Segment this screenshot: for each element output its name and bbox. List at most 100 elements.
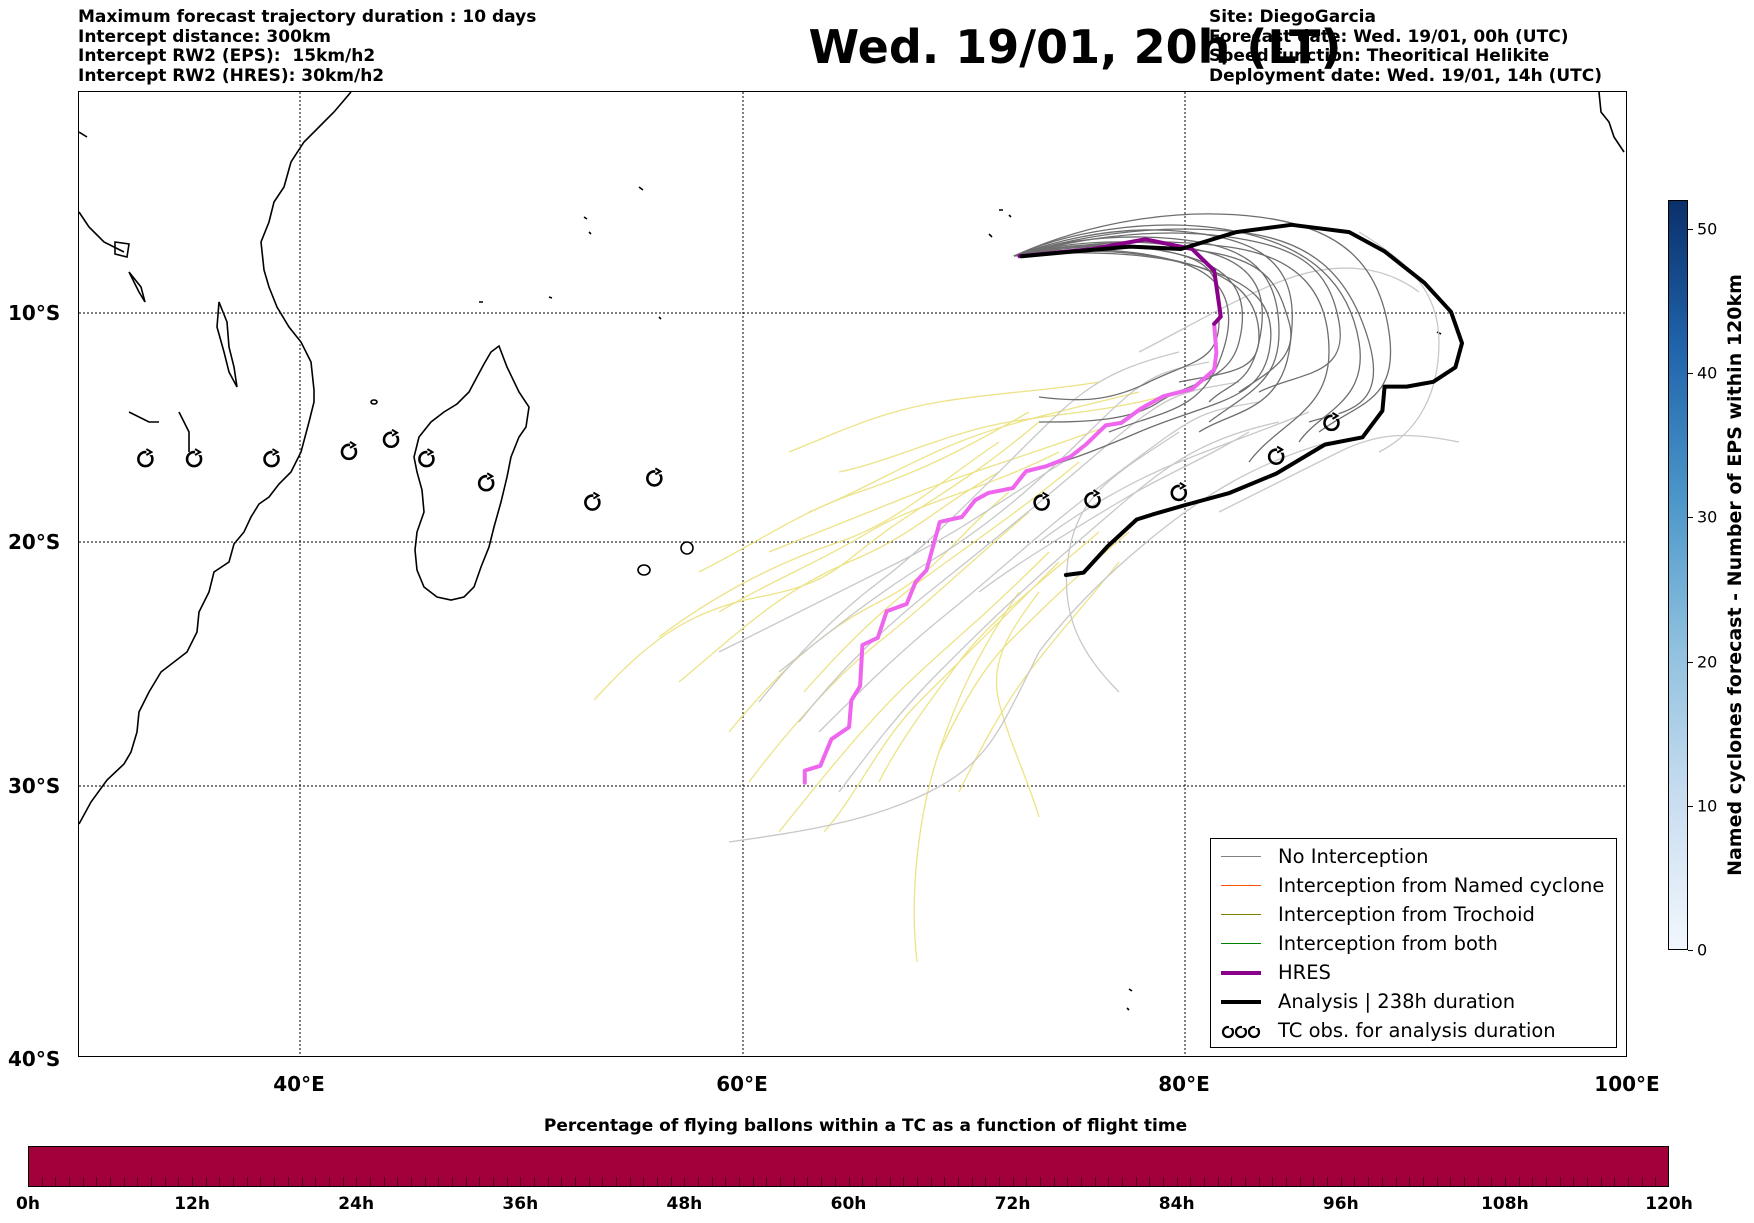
lat-label-10s: 10°S (8, 301, 61, 325)
flight-time-minor-tick (698, 1177, 700, 1186)
flight-time-minor-tick (862, 1177, 864, 1186)
africa-coastline (79, 92, 352, 825)
eps-trajectories-yellow (593, 381, 1180, 963)
trajectory-map (79, 92, 1626, 1056)
colorbar-tick-mark (1688, 373, 1693, 375)
lake-tanganyika (128, 271, 146, 303)
flight-time-minor-tick (547, 1177, 549, 1186)
header-info-left: Maximum forecast trajectory duration : 1… (78, 7, 536, 86)
flight-time-tick-label: 48h (666, 1194, 703, 1214)
flight-time-minor-tick (1518, 1177, 1520, 1186)
flight-time-minor-tick (1012, 1177, 1014, 1186)
flight-time-minor-tick (1477, 1177, 1479, 1186)
flight-time-minor-tick (1286, 1177, 1288, 1186)
header-right-line: Site: DiegoGarcia (1209, 7, 1376, 27)
flight-time-minor-tick (657, 1177, 659, 1186)
colorbar-tick-mark (1688, 228, 1693, 230)
flight-time-minor-tick (1108, 1177, 1110, 1186)
lake-malawi (216, 301, 238, 388)
reunion-island (637, 564, 651, 576)
lat-label-40s: 40°S (8, 1047, 61, 1071)
flight-time-minor-tick (1559, 1177, 1561, 1186)
flight-time-minor-tick (287, 1177, 289, 1186)
cyclone-symbol-icon (1221, 1023, 1261, 1038)
flight-time-colorbar-title: Percentage of flying ballons within a TC… (543, 1116, 1188, 1136)
lon-label-80e: 80°E (1158, 1072, 1210, 1096)
eps-count-colorbar-label: Named cyclones forecast - Number of EPS … (1724, 274, 1746, 876)
flight-time-minor-tick (1053, 1177, 1055, 1186)
east-africa-details (79, 131, 190, 452)
flight-time-minor-tick (916, 1177, 918, 1186)
flight-time-minor-tick (1217, 1177, 1219, 1186)
legend-item-named-cyclone: Interception from Named cyclone (1221, 871, 1604, 900)
colorbar-tick-label: 50 (1697, 219, 1718, 239)
legend-swatch (1221, 999, 1261, 1004)
header-left-line: Intercept RW2 (HRES): 30km/h2 (78, 65, 385, 86)
flight-time-minor-tick (520, 1177, 522, 1186)
flight-time-minor-tick (766, 1177, 768, 1186)
analysis-track-group (1019, 222, 1464, 577)
flight-time-minor-tick (82, 1177, 84, 1186)
flight-time-minor-tick (1491, 1177, 1493, 1186)
flight-time-minor-tick (1204, 1177, 1206, 1186)
flight-time-minor-tick (1450, 1177, 1452, 1186)
flight-time-minor-tick (315, 1177, 317, 1186)
flight-time-minor-tick (1272, 1177, 1274, 1186)
map-legend: No Interception Interception from Named … (1210, 838, 1617, 1048)
header-right-line: Deployment date: Wed. 19/01, 14h (UTC) (1209, 65, 1603, 86)
legend-item-trochoid: Interception from Trochoid (1221, 900, 1535, 929)
legend-label: HRES (1278, 961, 1331, 984)
flight-time-minor-tick (1409, 1177, 1411, 1186)
lat-label-20s: 20°S (8, 530, 61, 554)
cyclone-symbol-icon (340, 440, 358, 461)
eps-trajectories-lightgray (718, 231, 1460, 843)
flight-time-minor-tick (110, 1177, 112, 1186)
flight-time-minor-tick (848, 1177, 850, 1186)
cyclone-symbol-icon (477, 472, 495, 492)
sumatra-coast (1598, 92, 1625, 153)
cyclone-symbol-icon (418, 448, 435, 468)
comoros-island (370, 399, 378, 405)
flight-time-minor-tick (1094, 1177, 1096, 1186)
flight-time-minor-tick (1067, 1177, 1069, 1186)
legend-swatch (1221, 885, 1261, 886)
flight-time-minor-tick (793, 1177, 795, 1186)
flight-time-minor-tick (616, 1177, 618, 1186)
flight-time-minor-tick (69, 1177, 71, 1186)
flight-time-minor-tick (752, 1177, 754, 1186)
flight-time-minor-tick (930, 1177, 932, 1186)
colorbar-tick-mark (1688, 517, 1693, 519)
flight-time-minor-tick (533, 1177, 535, 1186)
legend-label: Interception from Trochoid (1278, 903, 1535, 926)
flight-time-tick-label: 72h (994, 1194, 1031, 1214)
flight-time-minor-tick (451, 1177, 453, 1186)
chagos-islands (988, 209, 1012, 238)
flight-time-minor-tick (889, 1177, 891, 1186)
flight-time-tick-label: 36h (502, 1194, 539, 1214)
flight-time-tick-label: 96h (1322, 1194, 1359, 1214)
flight-time-minor-tick (164, 1177, 166, 1186)
cyclone-symbol-icon (137, 448, 154, 468)
header-right-line: Forecast date: Wed. 19/01, 00h (UTC) (1209, 26, 1569, 47)
flight-time-minor-tick (739, 1177, 741, 1186)
amsterdam-island (1126, 988, 1133, 1011)
legend-item-hres: HRES (1221, 958, 1331, 987)
flight-time-minor-tick (219, 1177, 221, 1186)
legend-item-analysis: Analysis | 238h duration (1221, 987, 1515, 1016)
flight-time-minor-tick (1340, 1177, 1342, 1186)
flight-time-minor-tick (1026, 1177, 1028, 1186)
flight-time-tick-label: 24h (338, 1194, 375, 1214)
flight-time-minor-tick (643, 1177, 645, 1186)
flight-time-minor-tick (1395, 1177, 1397, 1186)
flight-time-minor-tick (410, 1177, 412, 1186)
colorbar-tick-label: 0 (1697, 940, 1708, 960)
flight-time-tick-label: 60h (830, 1194, 867, 1214)
flight-time-tick-label: 120h (1645, 1194, 1693, 1214)
map-title: Wed. 19/01, 20h (LT) (808, 20, 1342, 74)
flight-time-tick-label: 0h (16, 1194, 40, 1214)
flight-time-minor-tick (1149, 1177, 1151, 1186)
lake-victoria (114, 241, 130, 258)
flight-time-minor-tick (1436, 1177, 1438, 1186)
legend-label: TC obs. for analysis duration (1278, 1019, 1556, 1042)
flight-time-tick-label: 108h (1481, 1194, 1529, 1214)
